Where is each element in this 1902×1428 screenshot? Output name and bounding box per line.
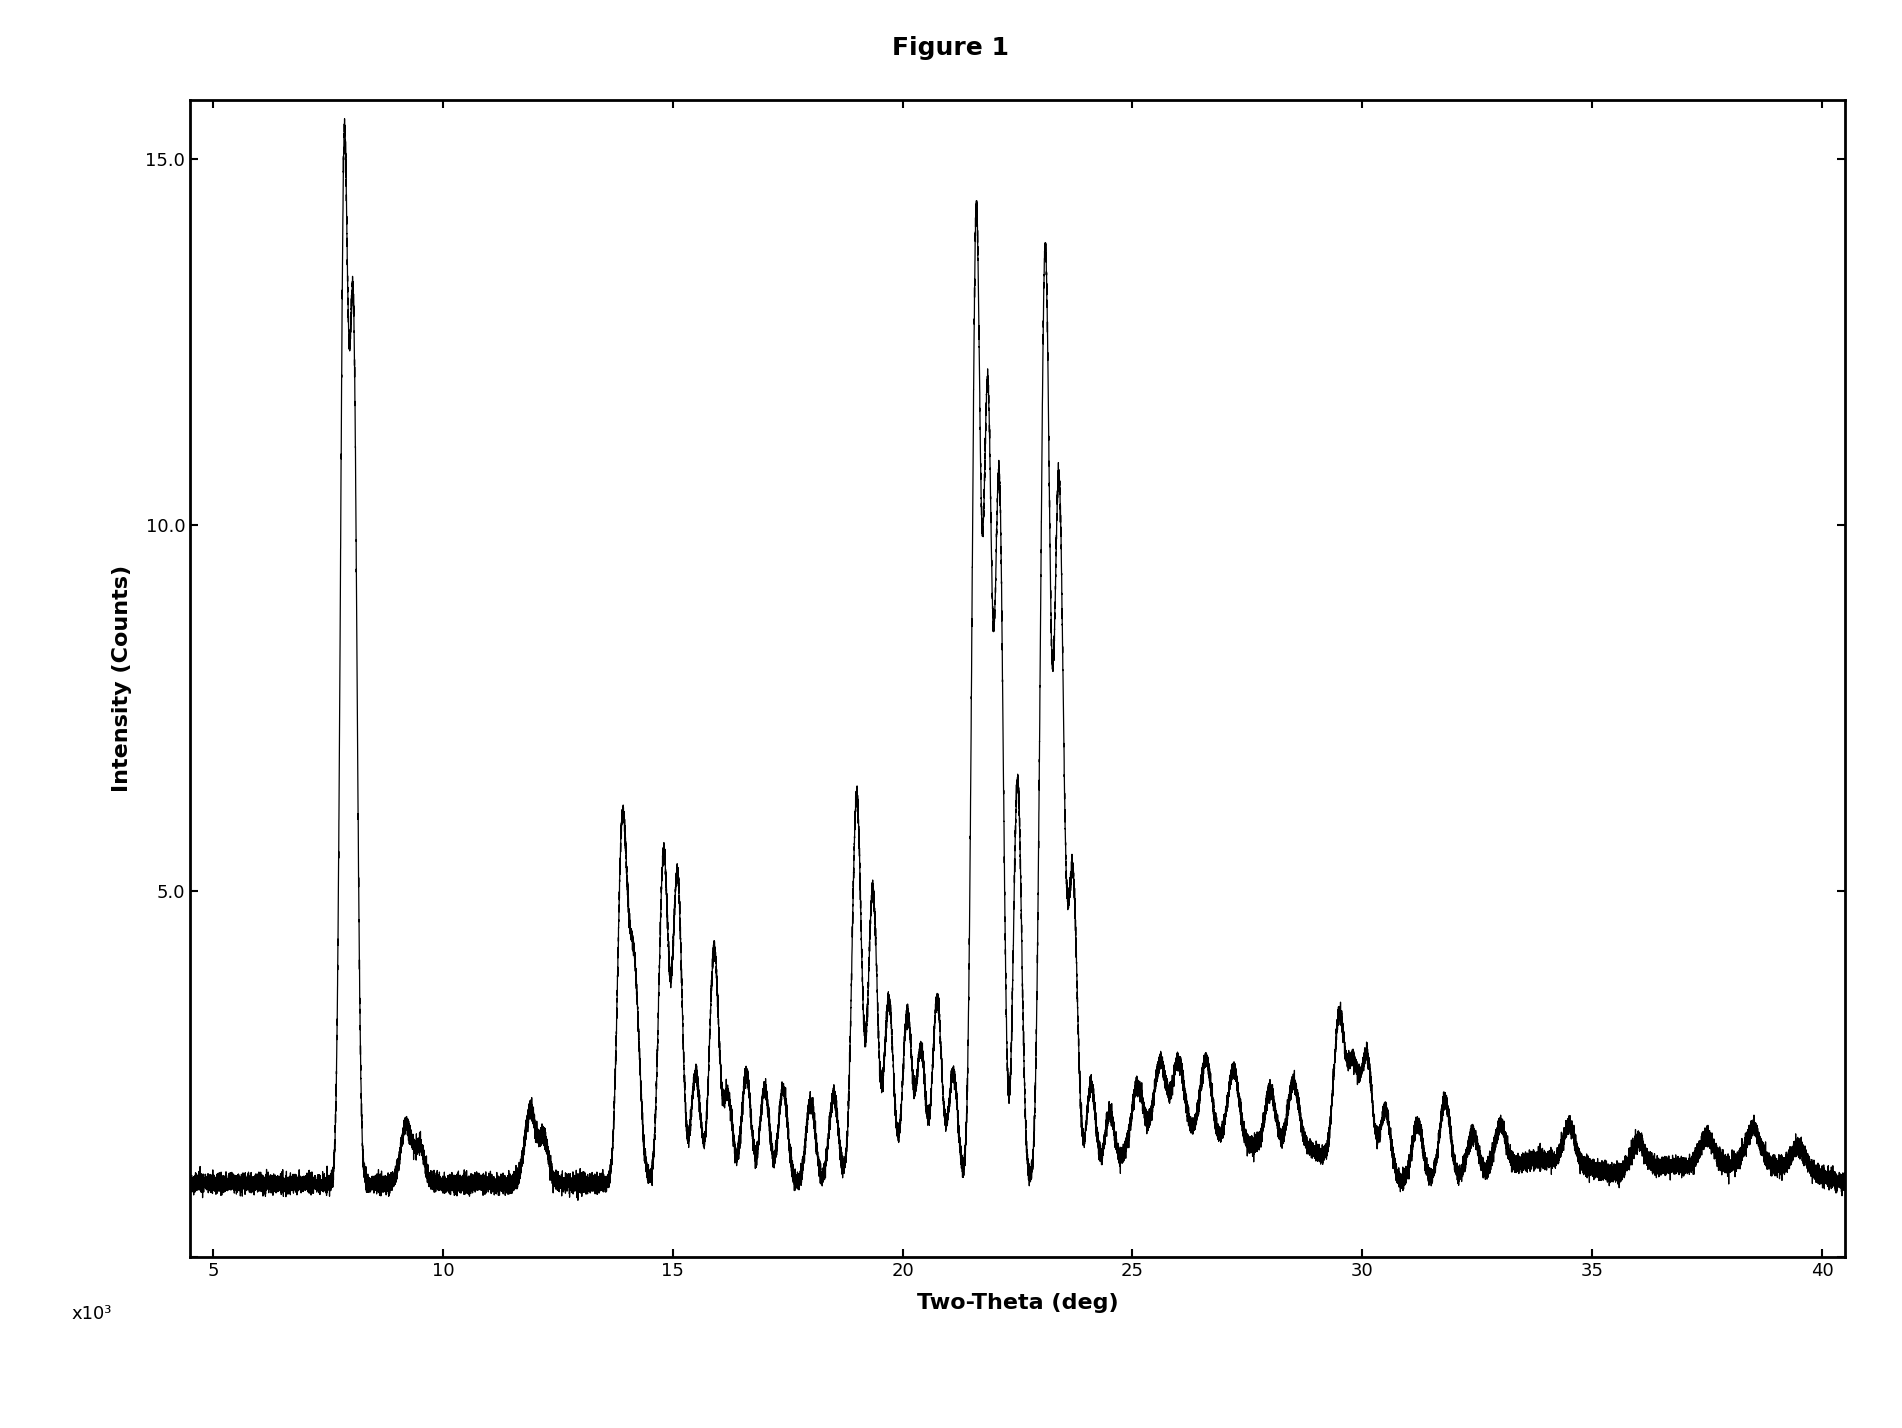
Y-axis label: Intensity (Counts): Intensity (Counts) — [112, 564, 131, 793]
Text: Figure 1: Figure 1 — [892, 36, 1010, 60]
X-axis label: Two-Theta (deg): Two-Theta (deg) — [917, 1294, 1118, 1314]
Text: x10³: x10³ — [70, 1305, 112, 1324]
